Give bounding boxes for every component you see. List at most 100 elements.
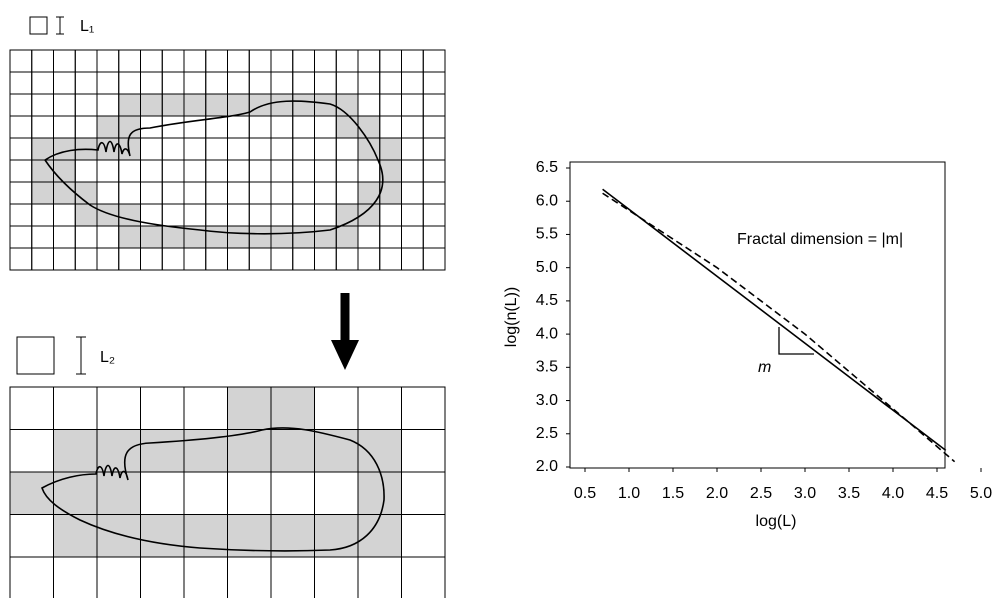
occupied-cell <box>119 226 141 248</box>
grid-cell <box>249 182 271 204</box>
grid-cell <box>423 94 445 116</box>
occupied-cell <box>141 94 163 116</box>
occupied-cell <box>141 515 185 558</box>
grid-cell <box>141 387 185 430</box>
occupied-cell <box>293 94 315 116</box>
grid-cell <box>32 204 54 226</box>
y-tick-label: 3.5 <box>536 359 558 376</box>
grid-cell <box>336 72 358 94</box>
grid-cell <box>54 226 76 248</box>
grid-cell <box>423 138 445 160</box>
grid-cell <box>315 387 359 430</box>
grid-cell <box>228 138 250 160</box>
grid-cell <box>162 138 184 160</box>
x-tick-label: 3.0 <box>794 485 816 502</box>
grid-cell <box>336 160 358 182</box>
grid-cell <box>249 160 271 182</box>
grid-cell <box>358 387 402 430</box>
grid-cell <box>206 160 228 182</box>
grid-cell <box>249 116 271 138</box>
y-tick-label: 5.0 <box>536 259 558 276</box>
occupied-cell <box>54 160 76 182</box>
occupied-cell <box>97 472 141 515</box>
grid-cell <box>10 116 32 138</box>
grid-cell <box>54 387 98 430</box>
grid-cell <box>162 182 184 204</box>
occupied-cell <box>271 226 293 248</box>
grid-cell <box>75 248 97 270</box>
grid-cell <box>10 204 32 226</box>
grid-cell <box>228 50 250 72</box>
x-tick-label: 2.0 <box>706 485 728 502</box>
grid-cell <box>358 248 380 270</box>
grid-cell <box>358 160 380 182</box>
grid-cell <box>54 557 98 598</box>
grid-cell <box>271 72 293 94</box>
grid-cell <box>293 116 315 138</box>
occupied-cell <box>358 430 402 473</box>
occupied-cell <box>141 430 185 473</box>
grid-cell <box>32 116 54 138</box>
grid-cell <box>293 138 315 160</box>
grid-cell <box>54 116 76 138</box>
grid-cell <box>10 387 54 430</box>
occupied-cell <box>358 116 380 138</box>
grid-cell <box>32 94 54 116</box>
grid-cell <box>271 204 293 226</box>
grid-cell <box>228 557 272 598</box>
occupied-cell <box>206 226 228 248</box>
grid-cell <box>10 226 32 248</box>
grid-cell <box>141 472 185 515</box>
grid-cell <box>228 472 272 515</box>
grid-cell <box>10 430 54 473</box>
box-icon <box>17 337 54 374</box>
grid-cell <box>293 182 315 204</box>
grid-cell <box>32 50 54 72</box>
grid-cell <box>97 50 119 72</box>
occupied-cell <box>228 387 272 430</box>
grid-cell <box>358 50 380 72</box>
grid-cell <box>32 72 54 94</box>
occupied-cell <box>184 94 206 116</box>
occupied-cell <box>271 94 293 116</box>
grid-cell <box>206 248 228 270</box>
grid-cell <box>249 248 271 270</box>
grid-cell <box>141 138 163 160</box>
occupied-cell <box>184 515 228 558</box>
grid-cell <box>54 94 76 116</box>
occupied-cell <box>162 226 184 248</box>
grid-cell <box>402 226 424 248</box>
occupied-cell <box>206 94 228 116</box>
y-tick-label: 2.0 <box>536 458 558 475</box>
grid-cell <box>336 248 358 270</box>
occupied-cell <box>32 182 54 204</box>
grid-cell <box>271 557 315 598</box>
grid-cell <box>75 226 97 248</box>
grid-cell <box>293 204 315 226</box>
grid-cell <box>10 248 32 270</box>
grid-cell <box>423 182 445 204</box>
scale-bar <box>76 337 86 374</box>
grid-cell <box>293 50 315 72</box>
occupied-cell <box>119 204 141 226</box>
grid-cell <box>228 248 250 270</box>
grid-cell <box>54 204 76 226</box>
occupied-cell <box>228 226 250 248</box>
grid-cell <box>315 138 337 160</box>
grid-cell <box>119 182 141 204</box>
grid-cell <box>32 226 54 248</box>
slope-label: m <box>758 359 771 376</box>
grid-cell <box>10 557 54 598</box>
grid-cell <box>97 182 119 204</box>
grid-cell <box>315 557 359 598</box>
grid-cell <box>271 138 293 160</box>
x-tick-label: 3.5 <box>838 485 860 502</box>
occupied-cell <box>336 94 358 116</box>
grid-cell <box>206 72 228 94</box>
x-tick-label: 2.5 <box>750 485 772 502</box>
grid-cell <box>206 50 228 72</box>
occupied-cell <box>119 138 141 160</box>
grid-cell <box>162 72 184 94</box>
grid-cell <box>402 116 424 138</box>
y-tick-label: 5.5 <box>536 226 558 243</box>
